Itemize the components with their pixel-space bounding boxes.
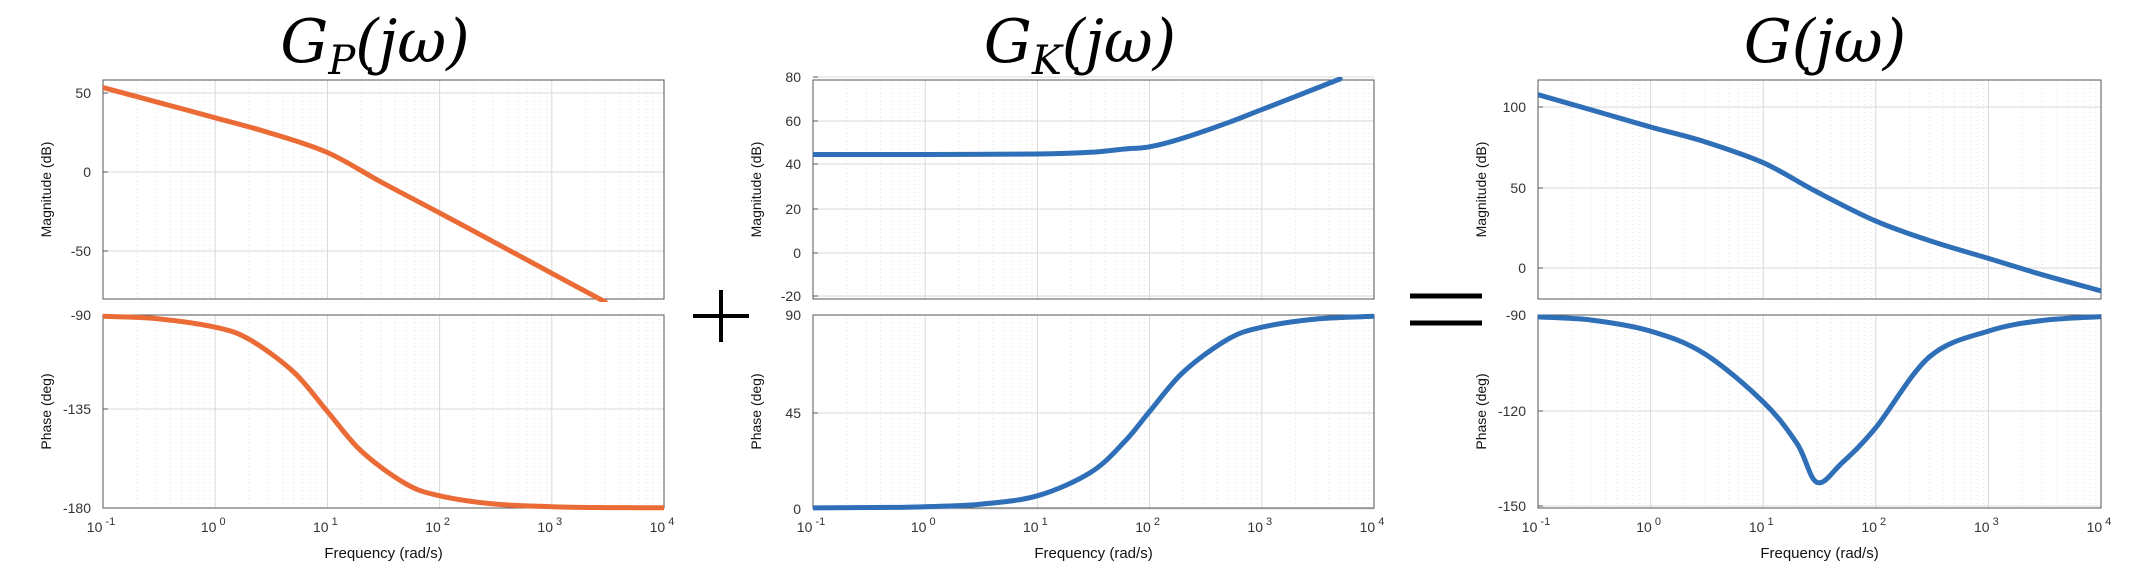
xtick-label: 10 3 — [1974, 516, 1999, 535]
phase-series-line — [1538, 314, 2101, 486]
xlabel: Frequency (rad/s) — [324, 545, 442, 562]
xtick-label: 10 4 — [2087, 516, 2112, 535]
xtick-label: 10 1 — [313, 516, 338, 535]
magnitude-ytick-label: 20 — [785, 201, 801, 217]
phase-axes: 90 45 0 Phase (deg) — [748, 307, 1375, 517]
chart-title: GK(jω) — [984, 7, 1176, 84]
phase-ytick-label: 45 — [785, 405, 801, 421]
phase-series-line — [813, 313, 1374, 511]
xtick-label: 10 0 — [201, 516, 226, 535]
bode-panel-1: GK(jω) 80 60 40 20 0 -20 Magnitude (dB) 90 45 0 Pha… — [748, 7, 1384, 562]
magnitude-ytick-label: 0 — [83, 164, 91, 180]
magnitude-series-line — [1538, 92, 2101, 294]
plus-operator — [693, 290, 749, 342]
phase-axes: -90 -120 -150 Phase (deg) — [1473, 307, 2102, 514]
xtick-label: 10 2 — [425, 516, 450, 535]
phase-ytick-label: -135 — [63, 401, 91, 417]
magnitude-ytick-label: 50 — [1510, 180, 1526, 196]
phase-ytick-label: -180 — [63, 500, 91, 516]
phase-axes: -90 -135 -180 Phase (deg) — [38, 307, 665, 516]
phase-ytick-label: 90 — [785, 307, 801, 323]
xtick-label: 10 0 — [911, 516, 936, 535]
magnitude-ytick-label: 50 — [75, 85, 91, 101]
xtick-label: 10 -1 — [797, 516, 825, 535]
xtick-label: 10 2 — [1861, 516, 1886, 535]
xtick-label: 10 4 — [650, 516, 675, 535]
magnitude-series-line — [103, 85, 608, 302]
magnitude-series-line — [813, 77, 1343, 157]
magnitude-ytick-label: -20 — [781, 288, 801, 304]
magnitude-ytick-label: 100 — [1503, 99, 1527, 115]
equals-operator — [1410, 293, 1482, 326]
phase-ytick-label: -150 — [1498, 498, 1526, 514]
phase-ylabel: Phase (deg) — [38, 373, 54, 449]
xtick-label: 10 1 — [1749, 516, 1774, 535]
magnitude-ylabel: Magnitude (dB) — [1473, 142, 1489, 238]
xlabel: Frequency (rad/s) — [1760, 545, 1878, 562]
phase-frame — [1537, 314, 2102, 509]
magnitude-ytick-label: -50 — [71, 243, 91, 259]
chart-title: GP(jω) — [280, 7, 469, 84]
xtick-label: 10 -1 — [1522, 516, 1550, 535]
phase-ytick-label: -120 — [1498, 403, 1526, 419]
magnitude-frame — [102, 79, 665, 300]
magnitude-frame — [812, 79, 1375, 300]
magnitude-axes: 100 50 0 Magnitude (dB) — [1473, 79, 2102, 300]
magnitude-ytick-label: 0 — [793, 245, 801, 261]
xlabel: Frequency (rad/s) — [1034, 545, 1152, 562]
phase-series-line — [103, 313, 664, 511]
xtick-label: 10 2 — [1135, 516, 1160, 535]
xtick-label: 10 3 — [1247, 516, 1272, 535]
magnitude-ytick-label: 80 — [785, 69, 801, 85]
magnitude-axes: 50 0 -50 Magnitude (dB) — [38, 79, 665, 302]
magnitude-ylabel: Magnitude (dB) — [748, 142, 764, 238]
phase-ylabel: Phase (deg) — [1473, 373, 1489, 449]
magnitude-ytick-label: 40 — [785, 156, 801, 172]
phase-ytick-label: -90 — [1506, 307, 1526, 323]
bode-panel-0: GP(jω) 50 0 -50 Magnitude (dB) -90 -135 -180 Pha… — [38, 7, 674, 562]
magnitude-ytick-label: 60 — [785, 113, 801, 129]
xtick-label: 10 -1 — [87, 516, 115, 535]
bode-panel-2: G(jω) 100 50 0 Magnitude (dB) -90 -120 -150 Phas… — [1473, 7, 2111, 562]
phase-frame — [812, 314, 1375, 509]
phase-ytick-label: 0 — [793, 501, 801, 517]
phase-ytick-label: -90 — [71, 307, 91, 323]
magnitude-ylabel: Magnitude (dB) — [38, 142, 54, 238]
xtick-label: 10 1 — [1023, 516, 1048, 535]
chart-title: G(jω) — [1744, 7, 1906, 77]
xtick-label: 10 4 — [1360, 516, 1385, 535]
phase-frame — [102, 314, 665, 509]
magnitude-axes: 80 60 40 20 0 -20 Magnitude (dB) — [748, 69, 1375, 304]
magnitude-frame — [1537, 79, 2102, 300]
xtick-label: 10 3 — [537, 516, 562, 535]
magnitude-ytick-label: 0 — [1518, 260, 1526, 276]
xtick-label: 10 0 — [1636, 516, 1661, 535]
phase-ylabel: Phase (deg) — [748, 373, 764, 449]
